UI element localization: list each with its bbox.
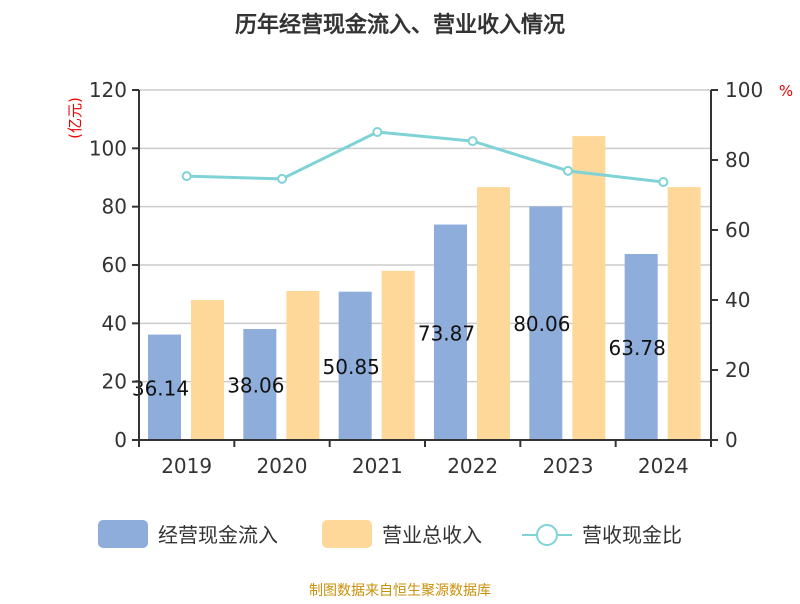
bar-cash-inflow xyxy=(529,206,563,440)
legend: 经营现金流入 营业总收入 营收现金比 xyxy=(98,520,682,548)
data-label-cash-inflow: 63.78 xyxy=(609,336,666,360)
bar-revenue xyxy=(191,300,224,440)
point-ratio xyxy=(181,171,192,182)
point-ratio xyxy=(467,136,478,147)
data-label-cash-inflow: 80.06 xyxy=(513,312,570,336)
point-ratio xyxy=(658,177,669,188)
y-right-tick-label: 0 xyxy=(725,428,738,452)
legend-label-cash-inflow: 经营现金流入 xyxy=(158,523,278,547)
point-ratio xyxy=(372,127,383,137)
bar-cash-inflow xyxy=(338,291,372,440)
bar-cash-inflow xyxy=(434,224,467,440)
x-tick-label: 2019 xyxy=(161,454,212,478)
legend-label-ratio: 营收现金比 xyxy=(582,523,682,547)
y-right-tick-label: 80 xyxy=(725,148,750,172)
y-right-tick-label: 20 xyxy=(725,358,750,382)
x-tick-label: 2022 xyxy=(447,454,498,478)
bar-revenue xyxy=(667,187,701,440)
bar-cash-inflow xyxy=(624,253,658,440)
bar-cash-inflow xyxy=(243,328,277,440)
data-label-cash-inflow: 50.85 xyxy=(323,355,380,379)
x-tick-label: 2021 xyxy=(352,454,403,478)
bar-revenue xyxy=(477,187,510,440)
source-note: 制图数据来自恒生聚源数据库 xyxy=(309,583,491,599)
x-tick-label: 2024 xyxy=(638,454,689,478)
bar-cash-inflow xyxy=(148,334,181,440)
y-right-tick-label: 60 xyxy=(725,218,750,242)
x-tick-label: 2023 xyxy=(543,454,594,478)
y-left-tick-label: 60 xyxy=(102,253,127,277)
y-right-label: % xyxy=(779,82,793,100)
data-label-cash-inflow: 36.14 xyxy=(132,376,189,400)
y-left-tick-label: 20 xyxy=(102,370,127,394)
y-left-tick-label: 100 xyxy=(89,136,127,160)
y-left-tick-label: 0 xyxy=(114,428,127,452)
chart-title: 历年经营现金流入、营业收入情况 xyxy=(235,12,565,38)
y-left-tick-label: 80 xyxy=(102,195,127,219)
point-ratio xyxy=(277,173,287,184)
legend-swatch-cash-inflow xyxy=(98,520,148,548)
bar-revenue xyxy=(286,290,320,440)
line-ratio xyxy=(186,130,664,184)
point-ratio xyxy=(563,165,573,176)
data-label-cash-inflow: 73.87 xyxy=(418,321,475,345)
legend-swatch-revenue xyxy=(322,520,372,548)
bar-revenue xyxy=(381,270,415,440)
y-left-label: (亿元) xyxy=(66,97,84,139)
legend-marker-ratio xyxy=(536,524,558,546)
data-label-cash-inflow: 38.06 xyxy=(227,373,284,397)
y-left-tick-label: 120 xyxy=(89,78,127,102)
y-right-tick-label: 40 xyxy=(725,288,750,312)
legend-label-revenue: 营业总收入 xyxy=(382,523,482,547)
y-right-tick-label: 100 xyxy=(725,78,763,102)
y-left-tick-label: 40 xyxy=(102,311,127,335)
x-tick-label: 2020 xyxy=(257,454,308,478)
bar-revenue xyxy=(572,136,606,441)
